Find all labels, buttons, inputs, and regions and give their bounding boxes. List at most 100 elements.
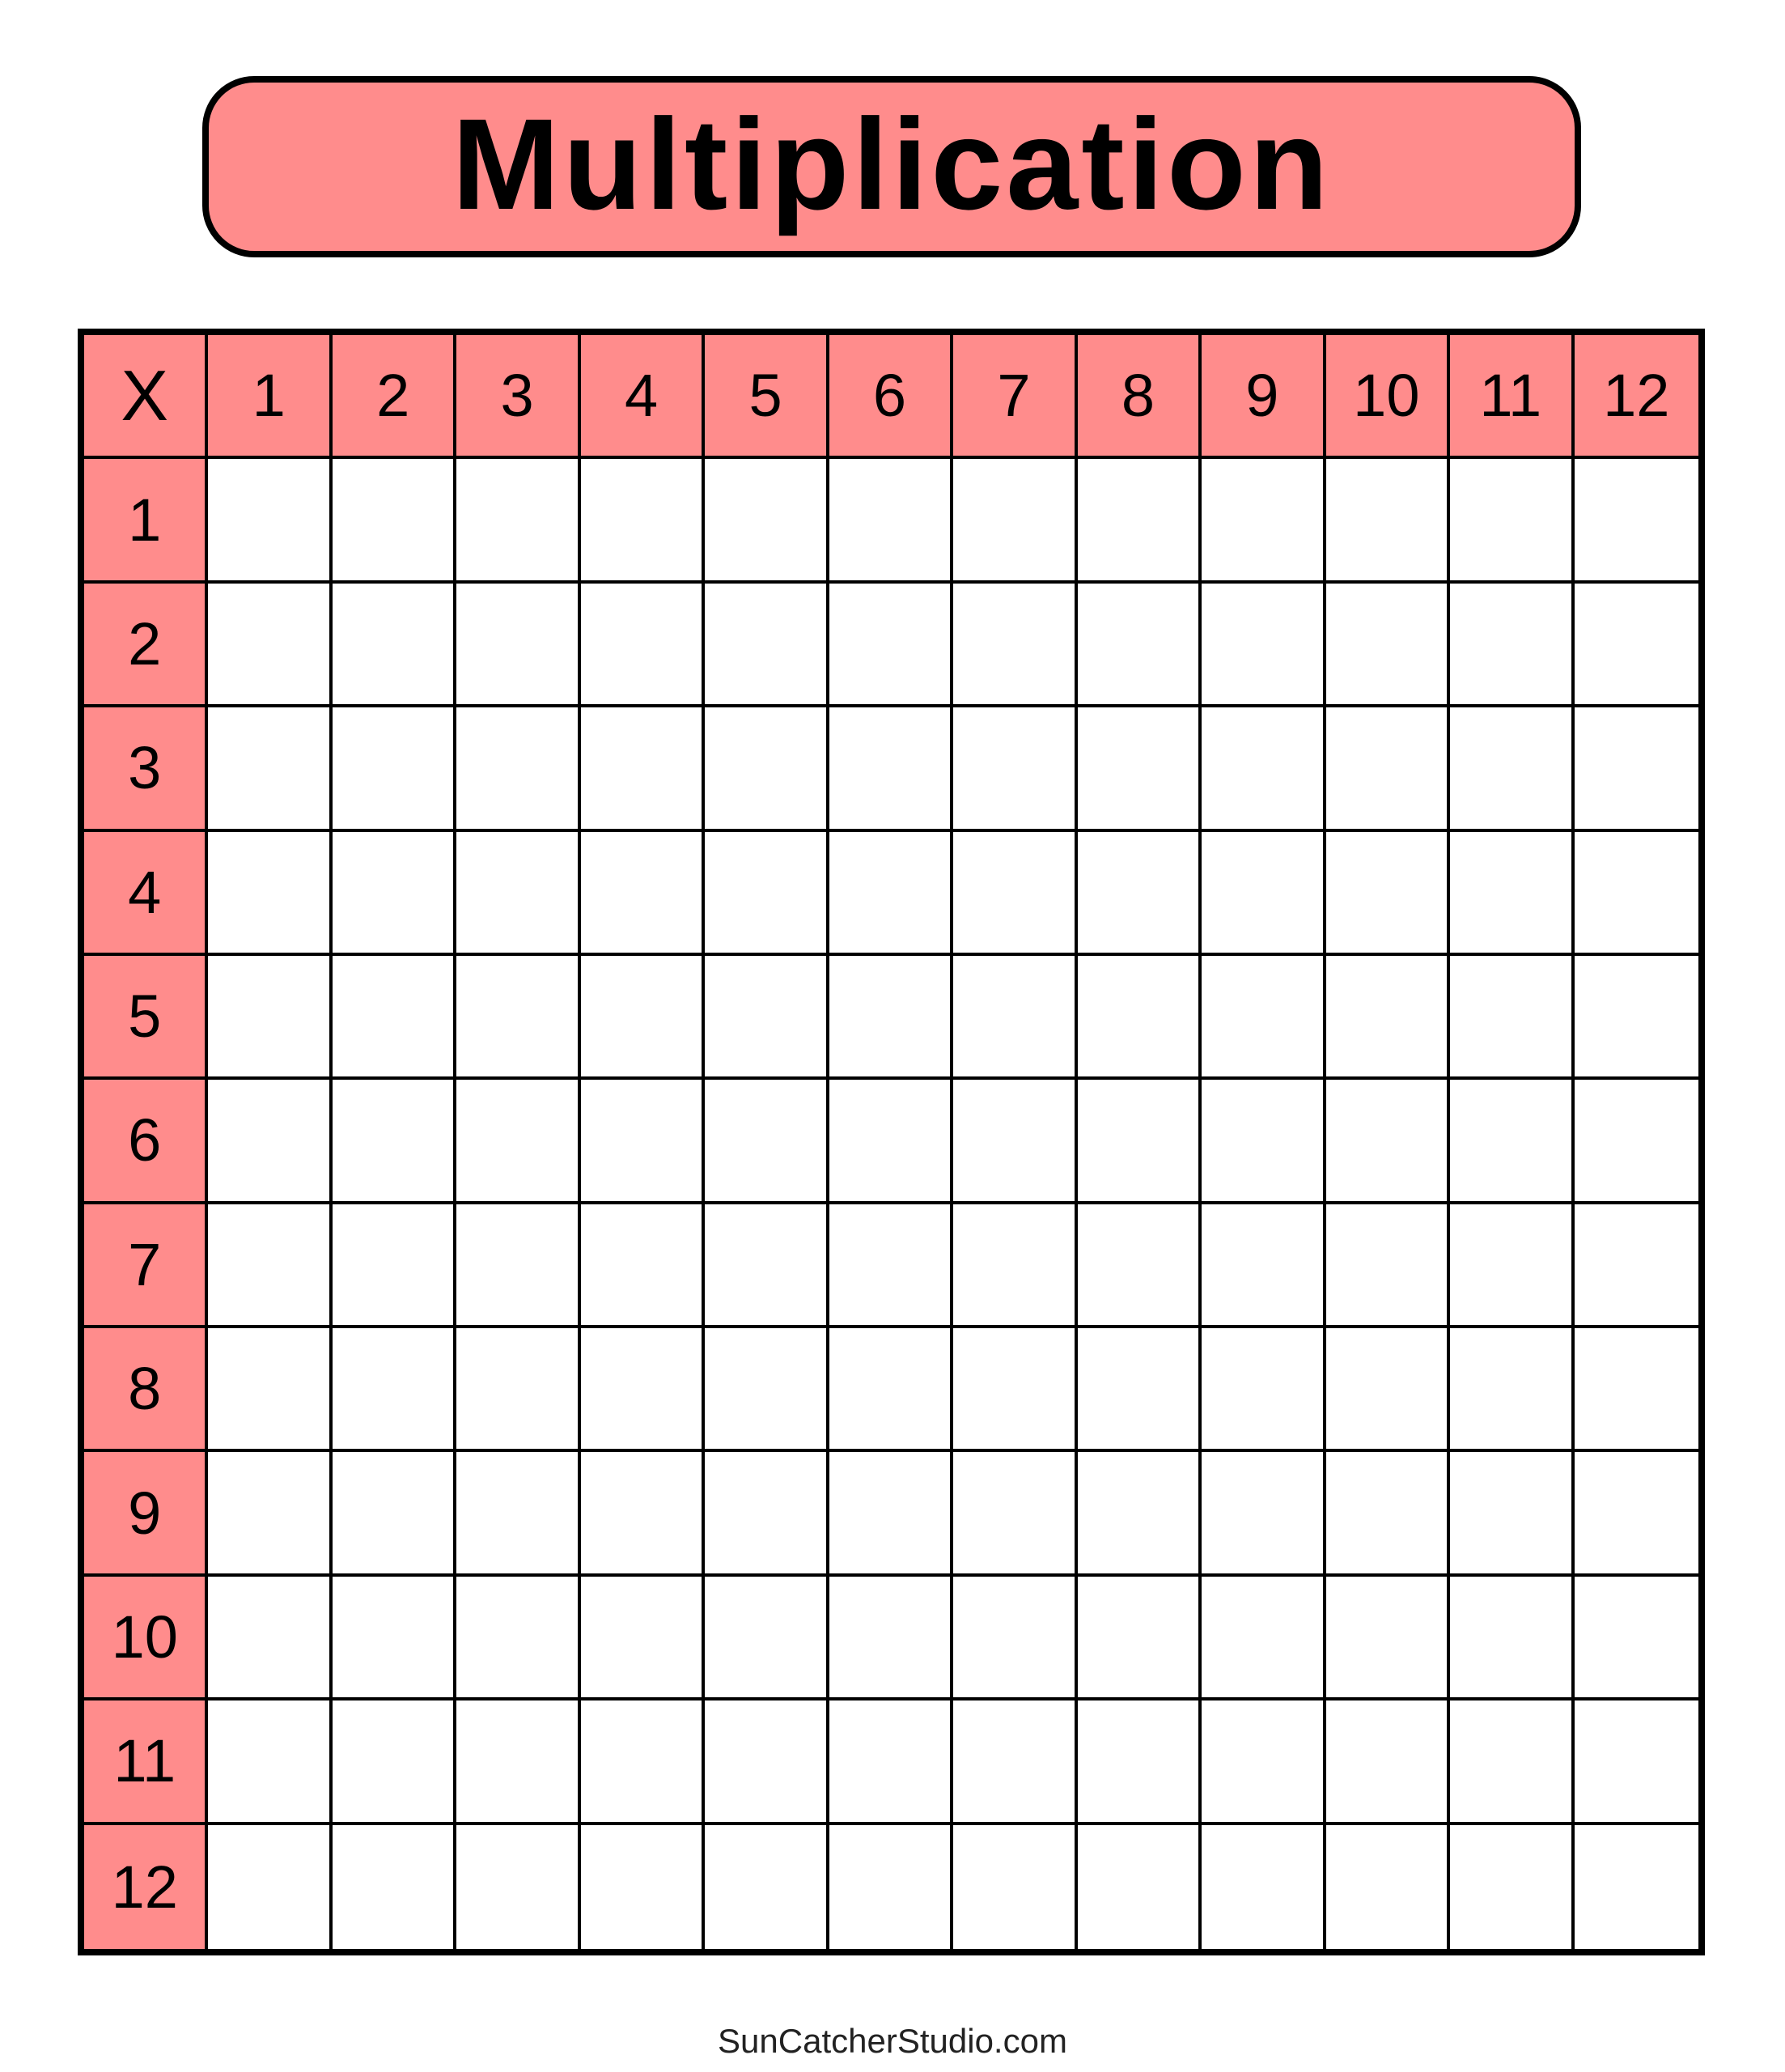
answer-cell[interactable] [1450,1576,1575,1701]
answer-cell[interactable] [1077,1700,1202,1825]
answer-cell[interactable] [580,583,706,708]
answer-cell[interactable] [1077,831,1202,956]
answer-cell[interactable] [705,1328,829,1453]
answer-cell[interactable] [332,1452,457,1577]
answer-cell[interactable] [1450,1824,1575,1949]
answer-cell[interactable] [580,707,706,832]
answer-cell[interactable] [1575,1825,1698,1949]
answer-cell[interactable] [1450,1452,1575,1577]
answer-cell[interactable] [1325,1576,1451,1701]
answer-cell[interactable] [208,831,333,956]
answer-cell[interactable] [580,1204,706,1329]
answer-cell[interactable] [829,1328,954,1453]
answer-cell[interactable] [1077,459,1202,584]
answer-cell[interactable] [1325,831,1451,956]
answer-cell[interactable] [456,831,581,956]
answer-cell[interactable] [580,1080,706,1204]
answer-cell[interactable] [456,1700,581,1825]
answer-cell[interactable] [953,1204,1078,1329]
answer-cell[interactable] [1202,459,1326,584]
answer-cell[interactable] [456,707,581,832]
answer-cell[interactable] [332,583,457,708]
answer-cell[interactable] [1202,707,1326,832]
answer-cell[interactable] [1077,707,1202,832]
answer-cell[interactable] [1450,583,1575,708]
answer-cell[interactable] [829,707,954,832]
answer-cell[interactable] [953,1080,1078,1204]
answer-cell[interactable] [456,955,581,1081]
answer-cell[interactable] [1574,707,1698,832]
answer-cell[interactable] [1202,1080,1326,1204]
answer-cell[interactable] [1574,1204,1698,1329]
answer-cell[interactable] [829,831,954,956]
answer-cell[interactable] [1325,955,1451,1081]
answer-cell[interactable] [953,583,1078,708]
answer-cell[interactable] [332,1080,457,1204]
answer-cell[interactable] [1450,1700,1575,1825]
answer-cell[interactable] [1450,1080,1575,1204]
answer-cell[interactable] [705,583,829,708]
answer-cell[interactable] [1077,1204,1202,1329]
answer-cell[interactable] [208,707,333,832]
answer-cell[interactable] [705,955,829,1081]
answer-cell[interactable] [1325,583,1451,708]
answer-cell[interactable] [1325,1700,1451,1825]
answer-cell[interactable] [829,1700,954,1825]
answer-cell[interactable] [580,955,706,1081]
answer-cell[interactable] [1202,583,1326,708]
answer-cell[interactable] [705,707,829,832]
answer-cell[interactable] [829,1824,954,1949]
answer-cell[interactable] [1077,1576,1202,1701]
answer-cell[interactable] [208,1328,333,1453]
answer-cell[interactable] [1202,831,1326,956]
answer-cell[interactable] [332,955,457,1081]
answer-cell[interactable] [1202,1452,1326,1577]
answer-cell[interactable] [332,1328,457,1453]
answer-cell[interactable] [1450,831,1575,956]
answer-cell[interactable] [829,1452,954,1577]
answer-cell[interactable] [1077,1328,1202,1453]
answer-cell[interactable] [1574,1700,1698,1825]
answer-cell[interactable] [1574,459,1698,584]
answer-cell[interactable] [705,831,829,956]
answer-cell[interactable] [456,1824,581,1949]
answer-cell[interactable] [580,1700,706,1825]
answer-cell[interactable] [456,1576,581,1701]
answer-cell[interactable] [1450,1204,1575,1329]
answer-cell[interactable] [829,955,954,1081]
answer-cell[interactable] [581,1824,706,1949]
answer-cell[interactable] [953,831,1078,956]
answer-cell[interactable] [1574,1328,1698,1453]
answer-cell[interactable] [829,1576,954,1701]
answer-cell[interactable] [705,1824,829,1949]
answer-cell[interactable] [1078,1824,1202,1949]
answer-cell[interactable] [1077,1452,1202,1577]
answer-cell[interactable] [1077,955,1202,1081]
answer-cell[interactable] [1574,832,1698,956]
answer-cell[interactable] [208,1452,333,1577]
answer-cell[interactable] [456,1204,581,1329]
answer-cell[interactable] [953,955,1078,1081]
answer-cell[interactable] [208,1080,333,1204]
answer-cell[interactable] [1326,1824,1451,1949]
answer-cell[interactable] [208,1576,333,1701]
answer-cell[interactable] [1450,707,1575,832]
answer-cell[interactable] [208,1824,333,1949]
answer-cell[interactable] [456,459,581,584]
answer-cell[interactable] [1450,1328,1575,1453]
answer-cell[interactable] [953,1576,1078,1701]
answer-cell[interactable] [332,707,457,832]
answer-cell[interactable] [1574,1080,1698,1204]
answer-cell[interactable] [1325,459,1451,584]
answer-cell[interactable] [829,459,954,584]
answer-cell[interactable] [456,1328,581,1453]
answer-cell[interactable] [953,707,1078,832]
answer-cell[interactable] [829,583,954,708]
answer-cell[interactable] [829,1080,954,1204]
answer-cell[interactable] [705,1080,829,1204]
answer-cell[interactable] [953,1700,1078,1825]
answer-cell[interactable] [1450,459,1575,584]
answer-cell[interactable] [456,1452,581,1577]
answer-cell[interactable] [332,1204,457,1329]
answer-cell[interactable] [208,1204,333,1329]
